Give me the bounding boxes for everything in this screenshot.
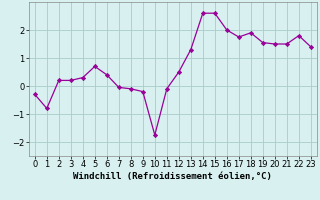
X-axis label: Windchill (Refroidissement éolien,°C): Windchill (Refroidissement éolien,°C) [73,172,272,181]
